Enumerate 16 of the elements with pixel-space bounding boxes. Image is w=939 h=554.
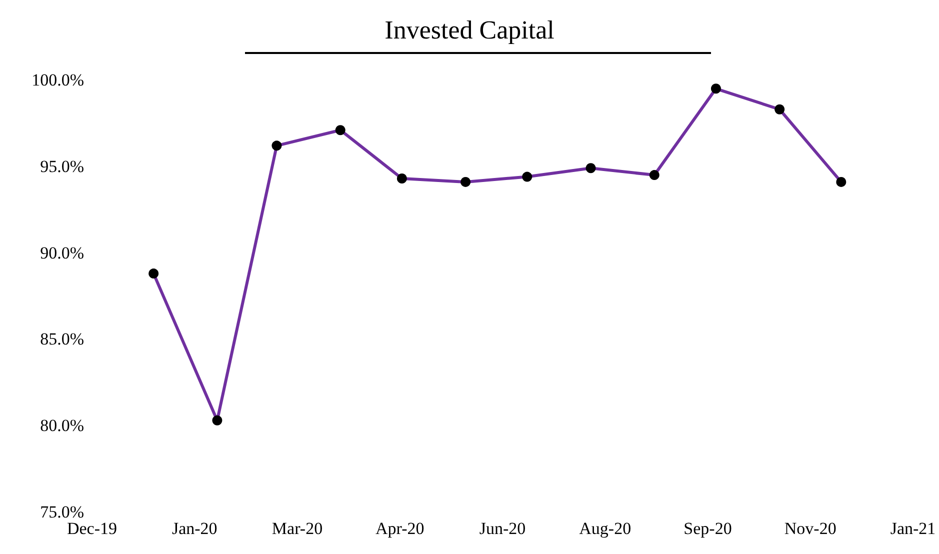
y-tick-label: 100.0% bbox=[32, 70, 84, 90]
x-tick-label: Aug-20 bbox=[579, 519, 632, 538]
x-tick-label: Nov-20 bbox=[784, 519, 836, 538]
x-tick-label: Apr-20 bbox=[375, 519, 424, 538]
x-tick-label: Mar-20 bbox=[272, 519, 323, 538]
x-tick-label: Jan-21 bbox=[890, 519, 936, 538]
y-tick-label: 85.0% bbox=[40, 330, 84, 349]
y-tick-label: 90.0% bbox=[40, 243, 84, 262]
x-tick-label: Jan-20 bbox=[172, 519, 218, 538]
x-tick-label: Jun-20 bbox=[479, 519, 526, 538]
y-tick-label: 95.0% bbox=[40, 156, 84, 176]
chart-title: Invested Capital bbox=[384, 16, 554, 44]
y-tick-label: 80.0% bbox=[40, 416, 84, 436]
y-tick-label: 75.0% bbox=[40, 502, 84, 522]
x-tick-label: Dec-19 bbox=[66, 519, 118, 538]
x-tick-label: Sep-20 bbox=[684, 519, 732, 538]
